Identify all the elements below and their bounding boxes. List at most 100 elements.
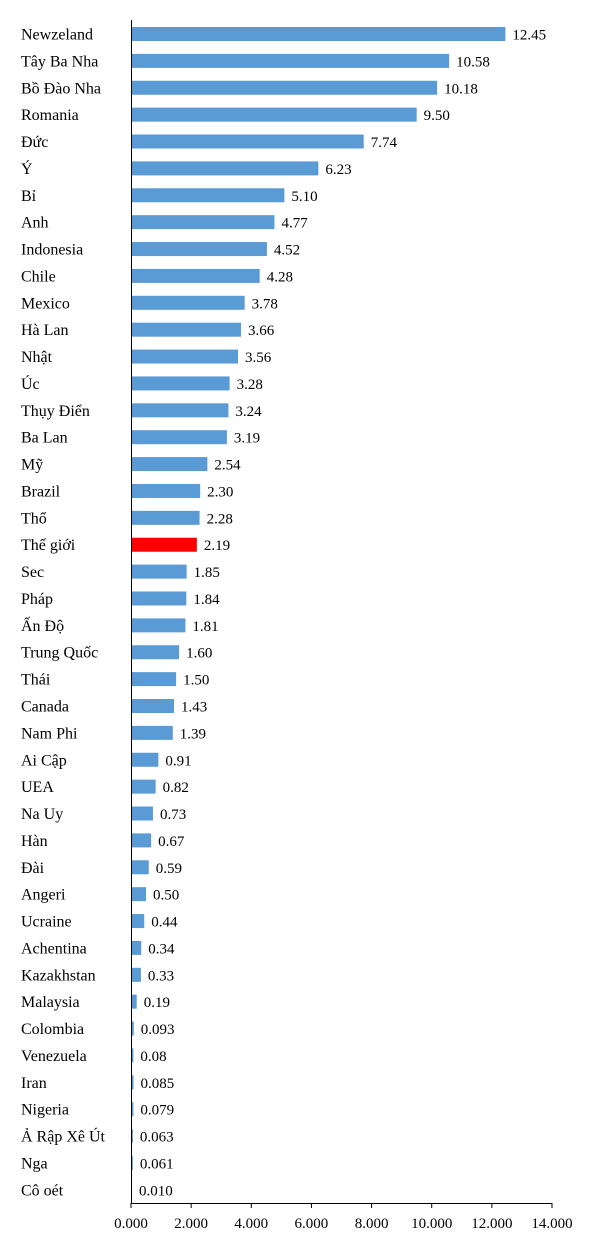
value-label: 0.093	[141, 1022, 175, 1038]
value-label: 6.23	[325, 162, 351, 178]
value-label: 5.10	[291, 189, 317, 205]
x-tick-label: 8.000	[355, 1216, 389, 1232]
value-labels-group: 12.45 10.58 10.18 9.50 7.74 6.23 5.10 4.77 4.52 4…	[139, 28, 546, 1200]
bar	[131, 860, 149, 875]
category-label: Canada	[21, 699, 69, 716]
category-label: Romania	[21, 107, 79, 124]
bar	[131, 242, 267, 257]
bar	[131, 161, 319, 176]
value-label: 4.77	[281, 216, 308, 232]
bar	[131, 188, 285, 203]
value-label: 0.34	[148, 941, 175, 957]
bar	[131, 537, 197, 552]
value-label: 0.44	[151, 915, 178, 931]
value-label: 0.67	[158, 834, 185, 850]
category-label: Mexico	[21, 295, 70, 312]
x-tick-label: 0.000	[114, 1216, 148, 1232]
value-label: 10.18	[444, 81, 478, 97]
category-label: Ai Cập	[21, 752, 67, 769]
bar	[131, 564, 187, 579]
value-label: 3.28	[237, 377, 263, 393]
bar	[131, 940, 142, 955]
category-label: Pháp	[21, 591, 53, 608]
value-label: 1.43	[181, 700, 207, 716]
bar	[131, 376, 230, 391]
category-label: Tây Ba Nha	[21, 53, 98, 70]
bar	[131, 591, 187, 606]
bar	[131, 27, 506, 41]
bar	[131, 1048, 134, 1063]
value-label: 0.061	[140, 1156, 174, 1172]
category-label: Mỹ	[21, 457, 43, 474]
value-label: 1.84	[193, 592, 220, 608]
bar	[131, 483, 201, 498]
category-label: Iran	[21, 1075, 47, 1092]
value-label: 9.50	[424, 108, 450, 124]
category-label: Ấn Độ	[21, 616, 64, 635]
value-label: 3.66	[248, 323, 275, 339]
value-label: 1.50	[183, 673, 209, 689]
category-label: Malaysia	[21, 994, 80, 1011]
value-label: 1.39	[180, 726, 206, 742]
bar	[131, 107, 417, 122]
bar	[131, 672, 177, 687]
x-tick-label: 4.000	[234, 1216, 268, 1232]
bar	[131, 80, 438, 95]
category-label: Đức	[21, 134, 48, 151]
value-label: 2.19	[204, 538, 230, 554]
category-label: Ucraine	[21, 914, 72, 931]
value-label: 3.24	[235, 404, 262, 420]
bar	[131, 645, 180, 660]
category-label: Brazil	[21, 483, 61, 500]
bar	[131, 1075, 134, 1090]
bar	[131, 430, 227, 445]
category-label: Bồ Đào Nha	[21, 80, 101, 97]
value-label: 0.82	[163, 780, 189, 796]
bar	[131, 1102, 134, 1117]
category-label: Thái	[21, 672, 51, 689]
value-label: 0.33	[148, 968, 174, 984]
bar	[131, 752, 159, 767]
bar	[131, 134, 364, 149]
category-label: Colombia	[21, 1021, 84, 1038]
x-tick-label: 10.000	[411, 1216, 452, 1232]
value-label: 1.81	[192, 619, 218, 635]
category-label: Angeri	[21, 887, 66, 904]
value-label: 2.28	[207, 511, 233, 527]
category-label: Hà Lan	[21, 322, 69, 339]
category-label: Ả Rập Xê Út	[21, 1127, 106, 1146]
category-labels-group: Newzeland Tây Ba Nha Bồ Đào Nha Romania Đức Ý…	[21, 27, 106, 1200]
bar	[131, 699, 175, 713]
x-tick-label: 14.000	[531, 1216, 572, 1232]
value-label: 10.58	[456, 54, 490, 70]
value-label: 0.19	[144, 995, 170, 1011]
value-label: 12.45	[512, 28, 546, 44]
category-label: Kazakhstan	[21, 967, 96, 984]
category-label: Cô oét	[21, 1182, 64, 1199]
x-tick-label: 12.000	[471, 1216, 512, 1232]
category-label: Nhật	[21, 349, 53, 366]
bar	[131, 833, 152, 848]
bar	[131, 914, 145, 929]
value-label: 1.85	[194, 565, 220, 581]
value-label: 4.28	[267, 269, 293, 285]
value-label: 0.50	[153, 888, 179, 904]
x-ticks-group: 0.000 2.000 4.000 6.000 8.000 10.000 12.000 14.…	[114, 1203, 573, 1232]
category-label: Thổ	[21, 510, 47, 527]
value-label: 0.73	[160, 807, 186, 823]
value-label: 0.91	[165, 753, 191, 769]
bar	[131, 215, 275, 230]
category-label: Chile	[21, 268, 56, 285]
value-label: 4.52	[274, 243, 300, 259]
category-label: Nam Phi	[21, 725, 78, 742]
bar	[131, 806, 153, 821]
value-label: 3.78	[252, 296, 278, 312]
category-label: Na Uy	[21, 806, 63, 823]
category-label: Thế giới	[21, 537, 76, 554]
value-label: 7.74	[371, 135, 398, 151]
value-label: 1.60	[186, 646, 212, 662]
category-label: Nga	[21, 1155, 48, 1172]
x-tick-label: 2.000	[174, 1216, 208, 1232]
bar	[131, 618, 186, 633]
